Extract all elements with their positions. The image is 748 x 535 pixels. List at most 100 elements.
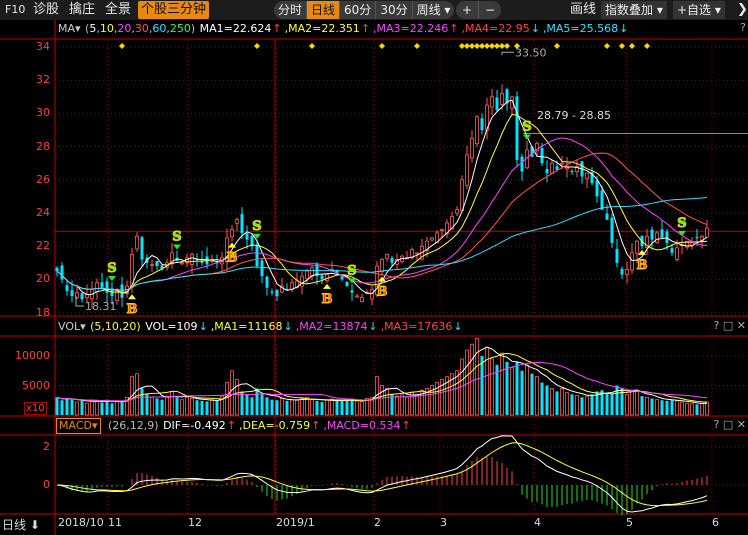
zoom-in-button[interactable]: + [456,1,480,19]
volume-bar [645,396,649,416]
volume-bar [265,397,269,415]
trend-arrow-icon: ↑ [272,22,282,35]
price-tick-label: 24 [36,206,50,219]
candle-body [180,262,184,265]
candle-body [690,242,694,246]
candle-body [425,240,429,251]
candle-body [655,232,659,244]
candle-body [300,275,304,287]
index-overlay-dropdown[interactable]: 指数叠加 ▾ [601,1,667,19]
ma-menu[interactable]: MA▾ [58,22,81,35]
candle-body [305,270,309,280]
volume-bar [80,400,84,415]
price-tick-label: 20 [36,272,50,286]
volume-bar [225,382,229,416]
price-tick-label: 30 [36,106,50,120]
candle-body [585,172,589,179]
diamond-signal-icon [494,43,500,49]
volume-bar [90,399,94,416]
candle-body [200,260,204,263]
diagnose-button[interactable]: 诊股 [33,2,60,17]
f10-button[interactable]: F10 [5,3,26,16]
candle-body [675,247,679,260]
candle-body [60,265,64,280]
sell-signal-label: S [347,263,356,278]
candle-body [685,240,689,248]
volume-bar [470,343,474,416]
candle-body [120,284,124,298]
volume-bar [610,393,614,415]
volume-bar [105,399,109,415]
volume-unit: x10 [24,402,47,415]
candle-body [545,169,549,174]
volume-bar [475,337,479,416]
volume-bar [615,385,619,415]
date-tick-label: 2 [374,516,381,529]
period-weekly[interactable]: 周线 ▾ [416,3,451,17]
period-intraday[interactable]: 分时 [274,1,308,19]
period-60min[interactable]: 60分 [340,1,377,19]
candle-body [665,231,669,243]
period-30min[interactable]: 30分 [376,1,413,19]
trend-arrow-icon: ↓ [198,320,208,333]
volume-bar [600,390,604,415]
volume-bar [655,399,659,416]
panorama-button[interactable]: 全景 [105,2,132,17]
ma-values: MA1=22.624↑ ,MA2=22.351↑ ,MA3=22.246↑ ,MA4=… [200,22,632,35]
sell-signal-label: S [172,229,181,244]
candle-body [630,252,634,271]
vol-value-3: ,MA3=17636 [380,320,453,333]
draw-line-button[interactable]: 画线 [570,2,597,17]
candle-body [155,261,159,267]
price-tick-label: 22 [36,239,50,253]
volume-bar [220,395,224,416]
collapse-icon[interactable]: ❯ [737,2,748,17]
vol-menu[interactable]: VOL▾ [58,320,86,333]
volume-bar [205,401,209,415]
candle-body [345,281,349,287]
period-daily[interactable]: 日线 [307,1,341,19]
macd-panel-buttons[interactable]: ? □ ✕ [713,418,746,431]
trend-arrow-icon: ↑ [360,22,371,35]
volume-bar [180,399,184,416]
vol-panel-buttons[interactable]: ? □ ✕ [713,319,746,332]
diamond-signal-icon [469,43,475,49]
candle-body [455,209,459,214]
stock-3min-button[interactable]: 个股三分钟 [138,1,210,19]
candle-body [605,213,609,220]
help-icon[interactable]: ? [740,21,746,34]
sell-arrow-icon [108,275,116,281]
ma-param: 5 [89,22,97,35]
buy-signal-label: B [322,292,333,307]
volume-bar [295,399,299,416]
period-indicator[interactable]: 日线 ⬇ [2,518,40,532]
qinzhuang-button[interactable]: 擒庄 [69,2,96,17]
vol-value-1: ,MA1=11168 [210,320,283,333]
volume-bar [445,376,449,416]
volume-bar [355,400,359,416]
candle-body [230,229,234,238]
ma-param: , [148,22,153,35]
trend-arrow-icon: ↓ [453,320,463,333]
volume-bar [320,402,324,415]
candle-body [590,172,594,184]
volume-bar [525,364,529,416]
watchlist-dropdown[interactable]: +自选 ▾ [673,1,725,19]
volume-bar [140,388,144,415]
macd-menu[interactable]: MACD▾ [56,418,101,434]
candle-body [245,233,249,240]
volume-bar [70,399,74,415]
ma-param: , [96,22,100,35]
vol-legend: VOL▾ (5,10,20) VOL=109↓ ,MA1=11168↓ ,MA2=1… [58,319,467,335]
ma-value-2: ,MA3=22.246 [373,22,449,35]
candle-body [495,97,499,111]
volume-bar [55,397,59,415]
candle-body [270,291,274,293]
volume-bar [705,401,709,416]
volume-bar [270,399,274,415]
diamond-signal-icon [604,43,610,49]
volume-bar [245,394,249,415]
zoom-out-button[interactable]: − [485,3,496,17]
volume-bar [425,388,429,416]
